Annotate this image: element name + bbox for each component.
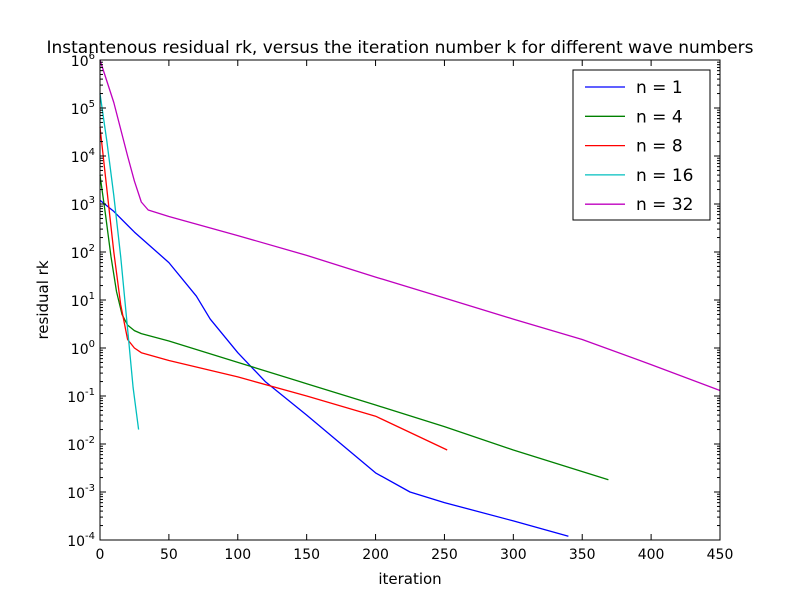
legend-label: n = 32 (636, 195, 693, 215)
x-tick-label: 300 (500, 547, 527, 563)
x-tick-label: 250 (431, 547, 458, 563)
legend-label: n = 8 (636, 137, 683, 157)
chart-title: Instantenous residual rk, versus the ite… (46, 38, 753, 58)
legend-label: n = 1 (636, 78, 683, 98)
y-tick-label: 102 (71, 243, 95, 262)
x-tick-label: 350 (569, 547, 596, 563)
x-tick-label: 200 (362, 547, 389, 563)
x-tick-label: 100 (224, 547, 251, 563)
x-tick-label: 450 (707, 547, 734, 563)
y-tick-label: 104 (71, 147, 95, 166)
y-tick-label: 101 (71, 291, 95, 310)
y-axis-label: residual rk (34, 260, 52, 339)
x-tick-label: 0 (96, 547, 105, 563)
series-line-2 (99, 175, 609, 481)
x-axis: 0 50 100 150 200 250 300 350 400 450 (96, 60, 734, 563)
series-line-1 (99, 199, 569, 537)
series-line-3 (99, 127, 448, 451)
series-line-4 (99, 93, 140, 430)
y-tick-label: 100 (71, 339, 95, 358)
y-tick-label: 10-1 (67, 387, 95, 406)
series-line-5 (99, 59, 721, 392)
x-tick-label: 400 (638, 547, 665, 563)
legend-label: n = 4 (636, 107, 683, 127)
y-tick-label: 103 (71, 195, 95, 214)
x-tick-label: 50 (160, 547, 178, 563)
y-axis: 10-4 10-3 10-2 10-1 100 101 102 103 104 105 106 (67, 51, 720, 550)
y-tick-label: 10-2 (67, 435, 95, 454)
legend: n = 1 n = 4 n = 8 n = 16 n = 32 (572, 69, 711, 221)
y-tick-label: 10-3 (67, 483, 95, 502)
y-tick-label: 105 (71, 99, 95, 118)
y-tick-label: 106 (71, 51, 95, 70)
legend-label: n = 16 (636, 166, 693, 186)
x-tick-label: 150 (293, 547, 320, 563)
x-axis-label: iteration (378, 570, 441, 588)
series-layer (99, 59, 721, 537)
y-tick-label: 10-4 (67, 531, 95, 550)
